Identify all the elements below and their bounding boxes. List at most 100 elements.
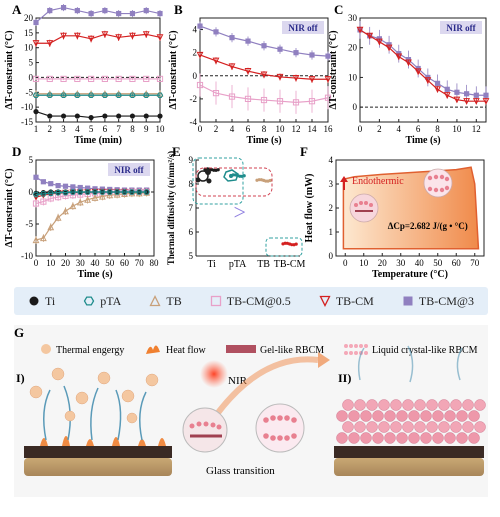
data-point-b-tb-cm-3 — [244, 68, 252, 75]
data-point-c-tb-cm-11 — [463, 98, 471, 105]
data-point-a-ti-6 — [116, 113, 122, 119]
y-axis-label-d: ΔT-constraint (°C) — [4, 168, 15, 247]
legend-marker-0-icon — [29, 296, 39, 306]
x-tick-label-d-5: 50 — [105, 258, 115, 268]
nir-source-icon — [200, 360, 228, 388]
x-tick-label-a-6: 7 — [116, 124, 121, 134]
data-point-b-tb-cm-0-5-1 — [212, 90, 220, 97]
x-tick-label-b-7: 14 — [308, 124, 318, 134]
legend-item-tb-cm: TB-CM — [319, 294, 374, 309]
substrate-left — [24, 458, 172, 476]
data-point-b-tb-cm-3-1 — [213, 29, 219, 35]
delta-cp-label: ΔCp=2.682 J/(g • °C) — [388, 221, 468, 231]
x-tick-label-d-3: 30 — [76, 258, 86, 268]
x-tick-label-a-5: 6 — [103, 124, 108, 134]
data-point-a-pta-4 — [87, 92, 95, 99]
data-point-b-tb-cm-0-5-6 — [292, 99, 300, 106]
y-axis-label-a: ΔT-constraint (°C) — [4, 30, 15, 109]
panel-label-d: D — [12, 144, 21, 159]
data-point-d-tb-cm-3-5 — [70, 184, 76, 190]
x-tick-label-a-2: 3 — [61, 124, 66, 134]
data-point-b-tb-cm-0 — [196, 51, 204, 59]
legend-item-tb-cm-3: TB-CM@3 — [402, 294, 474, 309]
data-point-c-tb-cm-7 — [424, 77, 432, 85]
legend-label-5: TB-CM@3 — [418, 293, 474, 308]
legend-item-ti: Ti — [28, 294, 55, 309]
data-point-a-pta-1 — [46, 92, 53, 99]
data-point-c-tb-cm-6 — [414, 68, 422, 76]
data-point-d-tb-5 — [69, 202, 77, 210]
data-point-c-tb-cm-3-11 — [464, 91, 470, 97]
x-tick-label-f-6: 60 — [452, 258, 462, 268]
legend-label-0: Ti — [45, 293, 56, 308]
data-point-e-tb-6 — [268, 178, 272, 183]
lc-sphere — [342, 421, 354, 433]
data-point-a-tb-cm-7 — [129, 32, 136, 40]
x-axis-label-d: Time (s) — [77, 269, 112, 280]
data-point-d-tb-cm-3-8 — [92, 186, 98, 192]
data-point-c-tb-cm-3-9 — [444, 86, 450, 92]
data-point-d-tb-cm-0-5-0 — [32, 200, 40, 207]
y-tick-label-d-2: 0 — [29, 187, 34, 197]
data-point-b-tb-cm-7 — [308, 76, 316, 83]
nir-off-label-c: NIR off — [446, 23, 476, 33]
gel-zoom-lipids-icon — [189, 421, 222, 430]
y-tick-label-e-1: 6 — [189, 227, 194, 237]
data-point-a-tb-cm-3 — [73, 32, 81, 40]
data-point-d-tb-cm-3-1 — [40, 179, 46, 185]
lc-sphere — [348, 410, 360, 422]
y-axis-label-f: Heat flow (mW) — [304, 174, 315, 243]
lc-sphere — [384, 410, 396, 422]
y-tick-label-a-1: -10 — [21, 102, 33, 112]
data-point-d-tb-cm-3-2 — [48, 181, 54, 187]
x-tick-label-f-2: 20 — [378, 258, 388, 268]
data-point-c-tb-cm-2 — [375, 38, 383, 46]
thermal-energy-icon — [41, 344, 51, 354]
chart-panel-e: 5 6 7 8 9 Thermal diffusivity (u/mm²/s) Ti pTA T… — [166, 151, 306, 270]
lc-zoom-icon — [255, 403, 305, 453]
data-point-c-tb-cm-12 — [472, 98, 480, 105]
y-tick-label-a-0: -15 — [21, 117, 33, 127]
substrate-right — [334, 458, 484, 476]
x-tick-label-b-5: 10 — [276, 124, 286, 134]
data-point-b-tb-cm-2 — [228, 63, 236, 71]
data-point-d-pta-2 — [47, 190, 54, 197]
stage-right-label: II) — [338, 371, 351, 385]
x-tick-label-a-8: 9 — [144, 124, 149, 134]
lc-sphere — [402, 421, 414, 433]
data-point-a-ti-2 — [60, 113, 67, 119]
y-tick-label-c-1: 10 — [348, 72, 358, 82]
series-line-d-pta — [35, 191, 147, 196]
data-point-c-tb-cm-1 — [366, 32, 374, 40]
data-point-d-tb-cm-0-5-1 — [40, 198, 47, 205]
data-point-a-tb-cm-1 — [46, 40, 54, 47]
nir-off-badge-c — [440, 21, 482, 34]
y-tick-label-f-1: 1 — [329, 227, 334, 237]
series-legend: Ti pTA TB TB-CM@0.5 TB-CM TB-CM@3 — [14, 287, 488, 315]
schematic-panel-label: G — [14, 325, 24, 340]
x-tick-label-f-3: 30 — [396, 258, 406, 268]
data-point-e-tb-cm-6 — [294, 242, 298, 246]
data-point-d-pta-9 — [99, 189, 106, 195]
series-line-a-ti — [35, 111, 160, 119]
data-point-d-tb-cm-3-0 — [33, 174, 39, 180]
data-point-b-tb-cm-1 — [212, 57, 220, 65]
lc-sphere — [474, 421, 486, 433]
y-tick-label-f-4: 4 — [329, 155, 334, 165]
plot-frame-a — [35, 17, 161, 123]
lc-sphere — [360, 410, 372, 422]
x-tick-label-f-7: 70 — [470, 258, 480, 268]
y-tick-label-a-5: 10 — [24, 43, 34, 53]
lc-sphere — [432, 410, 444, 422]
data-point-a-tb-cm-0-5-3 — [74, 75, 81, 83]
lc-sphere — [402, 399, 414, 411]
data-point-b-tb-cm-0-5-2 — [228, 93, 236, 100]
y-tick-label-b-2: 0 — [193, 71, 198, 81]
y-tick-label-c-2: 20 — [348, 43, 358, 53]
y-tick-label-d-1: -5 — [26, 219, 34, 229]
x-tick-label-a-7: 8 — [130, 124, 135, 134]
data-point-a-tb-cm-3-6 — [116, 10, 122, 17]
lc-sphere — [426, 399, 438, 411]
data-point-b-tb-cm-3-6 — [293, 50, 299, 56]
